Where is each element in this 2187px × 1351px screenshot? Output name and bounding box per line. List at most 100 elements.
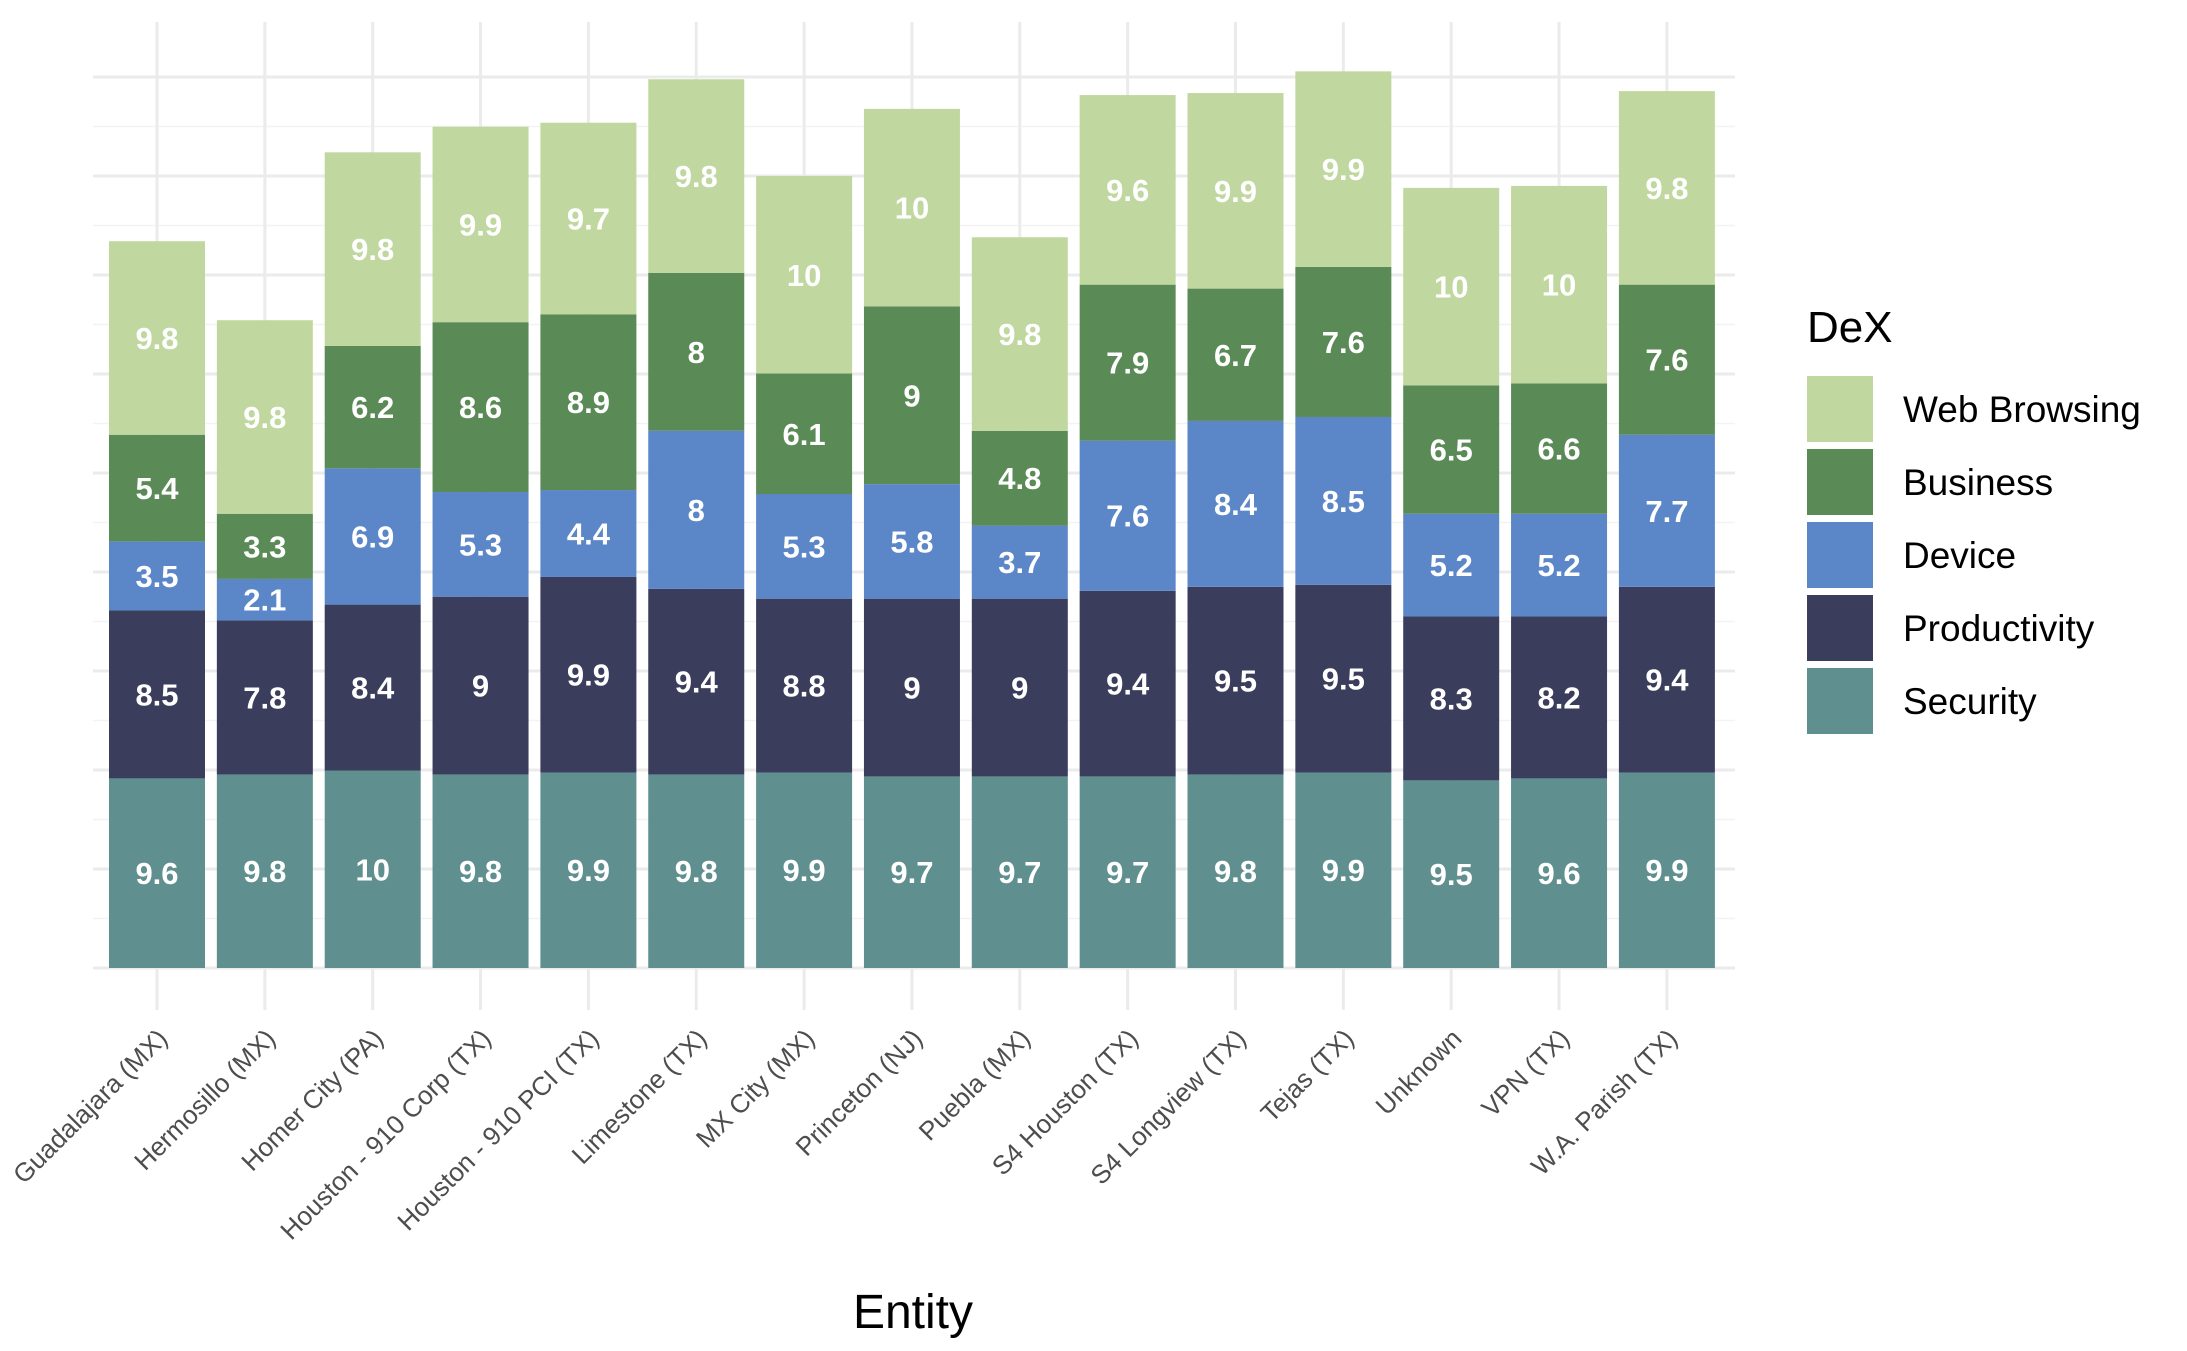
bar-segment-device-homer-city-pa — [324, 468, 421, 605]
bar-segment-business-limestone-tx — [648, 272, 745, 431]
data-label-business-mx-city-mx: 6.1 — [783, 417, 826, 452]
data-label-productivity-unknown: 8.3 — [1430, 681, 1473, 716]
bars-layer — [109, 71, 1715, 968]
x-tick-label-houston-910-corp-tx: Houston - 910 Corp (TX) — [274, 1023, 497, 1246]
data-label-device-limestone-tx: 8 — [688, 493, 705, 528]
data-label-productivity-princeton-nj: 9 — [903, 671, 920, 706]
bar-segment-device-s4-longview-tx — [1187, 420, 1284, 587]
legend-label-security: Security — [1903, 681, 2037, 722]
bar-segment-security-tejas-tx — [1295, 772, 1392, 968]
data-label-web-browsing-s4-houston-tx: 9.6 — [1106, 173, 1149, 208]
bar-segment-productivity-s4-longview-tx — [1187, 586, 1284, 775]
bar-segment-business-guadalajara-mx — [109, 434, 205, 542]
data-label-business-puebla-mx: 4.8 — [998, 461, 1041, 496]
bar-segment-productivity-vpn-tx — [1511, 616, 1608, 779]
bar-segment-productivity-puebla-mx — [971, 598, 1068, 777]
bar-segment-business-houston-910-pci-tx — [540, 314, 637, 491]
data-label-device-houston-910-corp-tx: 5.3 — [459, 527, 502, 562]
data-label-productivity-limestone-tx: 9.4 — [675, 665, 719, 700]
bar-segment-productivity-w-a-parish-tx — [1618, 586, 1715, 773]
data-label-security-mx-city-mx: 9.9 — [783, 853, 826, 888]
data-label-device-homer-city-pa: 6.9 — [351, 519, 394, 554]
bar-segment-device-houston-910-corp-tx — [432, 492, 529, 597]
bar-segment-business-tejas-tx — [1295, 266, 1392, 417]
data-label-security-houston-910-corp-tx: 9.8 — [459, 854, 502, 889]
legend-swatch-security — [1807, 668, 1873, 734]
bar-segment-business-hermosillo-mx — [216, 513, 313, 579]
bar-segment-security-homer-city-pa — [324, 770, 421, 968]
x-tick-label-houston-910-pci-tx: Houston - 910 PCI (TX) — [391, 1023, 604, 1236]
bar-segment-device-w-a-parish-tx — [1618, 434, 1715, 587]
data-label-device-tejas-tx: 8.5 — [1322, 484, 1365, 519]
data-label-business-s4-houston-tx: 7.9 — [1106, 346, 1149, 381]
x-axis-title: Entity — [853, 1286, 973, 1339]
data-label-device-s4-houston-tx: 7.6 — [1106, 499, 1149, 534]
data-label-productivity-guadalajara-mx: 8.5 — [135, 677, 178, 712]
bar-segment-productivity-limestone-tx — [648, 588, 745, 775]
bar-segment-business-houston-910-corp-tx — [432, 322, 529, 493]
legend-label-productivity: Productivity — [1903, 608, 2095, 649]
data-label-web-browsing-s4-longview-tx: 9.9 — [1214, 174, 1257, 209]
legend-label-device: Device — [1903, 535, 2016, 576]
bar-segment-productivity-princeton-nj — [863, 598, 960, 777]
data-label-productivity-tejas-tx: 9.5 — [1322, 662, 1365, 697]
data-label-business-tejas-tx: 7.6 — [1322, 325, 1365, 360]
data-label-device-hermosillo-mx: 2.1 — [243, 583, 286, 618]
data-label-web-browsing-vpn-tx: 10 — [1542, 268, 1576, 303]
bar-segment-security-s4-longview-tx — [1187, 774, 1284, 968]
bar-segment-business-mx-city-mx — [756, 373, 853, 494]
bar-segment-web-browsing-limestone-tx — [648, 79, 745, 273]
bar-segment-business-s4-longview-tx — [1187, 288, 1284, 421]
data-label-device-guadalajara-mx: 3.5 — [135, 559, 178, 594]
data-label-productivity-s4-longview-tx: 9.5 — [1214, 664, 1257, 699]
data-label-business-houston-910-corp-tx: 8.6 — [459, 390, 502, 425]
data-label-web-browsing-houston-910-pci-tx: 9.7 — [567, 201, 610, 236]
data-label-business-homer-city-pa: 6.2 — [351, 390, 394, 425]
bar-segment-device-puebla-mx — [971, 525, 1068, 599]
bar-segment-web-browsing-hermosillo-mx — [216, 320, 313, 514]
bar-segment-productivity-houston-910-corp-tx — [432, 596, 529, 775]
bar-segment-business-princeton-nj — [863, 306, 960, 485]
bar-segment-security-hermosillo-mx — [216, 774, 313, 968]
legend-swatch-web-browsing — [1807, 376, 1873, 442]
data-label-web-browsing-hermosillo-mx: 9.8 — [243, 400, 286, 435]
bar-segment-security-mx-city-mx — [756, 772, 853, 968]
bar-segment-productivity-mx-city-mx — [756, 598, 853, 773]
data-label-web-browsing-princeton-nj: 10 — [895, 191, 929, 226]
data-label-web-browsing-limestone-tx: 9.8 — [675, 159, 718, 194]
data-label-business-guadalajara-mx: 5.4 — [135, 471, 179, 506]
bar-segment-productivity-s4-houston-tx — [1079, 590, 1176, 777]
bar-segment-web-browsing-houston-910-corp-tx — [432, 126, 529, 323]
data-label-security-homer-city-pa: 10 — [355, 852, 389, 887]
data-label-device-puebla-mx: 3.7 — [998, 545, 1041, 580]
data-label-security-w-a-parish-tx: 9.9 — [1645, 853, 1688, 888]
data-label-productivity-mx-city-mx: 8.8 — [783, 669, 826, 704]
data-label-security-puebla-mx: 9.7 — [998, 855, 1041, 890]
bar-segment-security-houston-910-pci-tx — [540, 772, 637, 968]
bar-segment-web-browsing-tejas-tx — [1295, 71, 1392, 267]
bar-segment-productivity-homer-city-pa — [324, 604, 421, 771]
data-label-business-hermosillo-mx: 3.3 — [243, 529, 286, 564]
data-label-productivity-vpn-tx: 8.2 — [1537, 680, 1580, 715]
data-label-business-unknown: 6.5 — [1430, 433, 1473, 468]
data-label-web-browsing-guadalajara-mx: 9.8 — [135, 321, 178, 356]
data-label-productivity-w-a-parish-tx: 9.4 — [1645, 663, 1689, 698]
bar-segment-device-tejas-tx — [1295, 416, 1392, 585]
data-label-web-browsing-unknown: 10 — [1434, 270, 1468, 305]
x-tick-label-vpn-tx: VPN (TX) — [1475, 1023, 1575, 1123]
data-label-device-s4-longview-tx: 8.4 — [1214, 487, 1258, 522]
data-label-web-browsing-puebla-mx: 9.8 — [998, 317, 1041, 352]
data-label-productivity-hermosillo-mx: 7.8 — [243, 680, 286, 715]
bar-segment-device-guadalajara-mx — [109, 541, 205, 611]
bar-segment-web-browsing-s4-longview-tx — [1187, 93, 1284, 289]
bar-segment-web-browsing-mx-city-mx — [756, 176, 853, 374]
bar-segment-web-browsing-vpn-tx — [1511, 185, 1608, 384]
data-label-web-browsing-mx-city-mx: 10 — [787, 258, 821, 293]
data-label-web-browsing-homer-city-pa: 9.8 — [351, 232, 394, 267]
bar-segment-security-princeton-nj — [863, 776, 960, 968]
bar-segment-productivity-unknown — [1403, 616, 1500, 781]
data-label-security-unknown: 9.5 — [1430, 857, 1473, 892]
legend-label-web-browsing: Web Browsing — [1903, 389, 2141, 430]
bar-segment-device-limestone-tx — [648, 430, 745, 589]
